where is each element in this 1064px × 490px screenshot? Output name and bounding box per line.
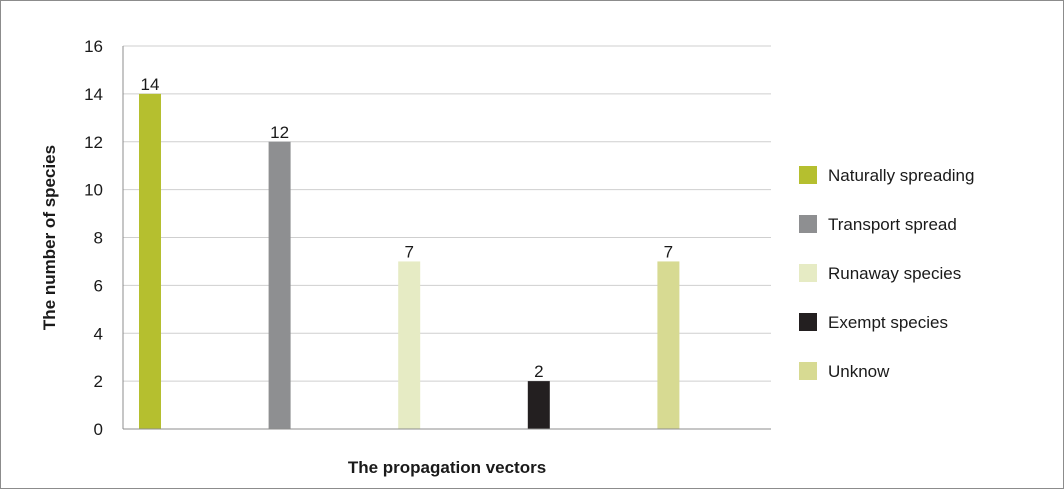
bar: [527, 381, 550, 429]
bar: [398, 261, 421, 429]
legend-label: Runaway species: [828, 264, 961, 283]
legend-swatch: [799, 215, 817, 233]
data-labels: 14 12 7 2 7: [141, 75, 674, 381]
legend-swatch: [799, 166, 817, 184]
bar: [139, 93, 161, 429]
legend-swatch: [799, 264, 817, 282]
x-axis-title: The propagation vectors: [348, 458, 546, 477]
y-tick-label: 4: [94, 324, 103, 343]
legend-label: Unknow: [828, 362, 890, 381]
data-label: 12: [270, 123, 289, 142]
y-axis-ticks: 0 2 4 6 8 10 12 14 16: [84, 37, 103, 439]
legend-label: Naturally spreading: [828, 166, 974, 185]
legend-label: Transport spread: [828, 215, 957, 234]
legend-swatch: [799, 313, 817, 331]
data-label: 2: [534, 362, 543, 381]
y-tick-label: 16: [84, 37, 103, 56]
y-tick-label: 10: [84, 181, 103, 200]
data-label: 14: [141, 75, 160, 94]
y-tick-label: 2: [94, 372, 103, 391]
legend-label: Exempt species: [828, 313, 948, 332]
y-tick-label: 8: [94, 229, 103, 248]
y-axis-title: The number of species: [40, 145, 59, 330]
legend-swatch: [799, 362, 817, 380]
y-tick-label: 12: [84, 133, 103, 152]
bar: [657, 261, 680, 429]
bars: [139, 93, 680, 429]
grid-lines: [123, 45, 771, 382]
data-label: 7: [404, 242, 413, 261]
y-tick-label: 14: [84, 85, 103, 104]
legend: Naturally spreading Transport spread Runaw…: [799, 166, 974, 381]
data-label: 7: [664, 242, 673, 261]
bar: [268, 141, 291, 429]
y-tick-label: 6: [94, 276, 103, 295]
y-tick-label: 0: [94, 420, 103, 439]
